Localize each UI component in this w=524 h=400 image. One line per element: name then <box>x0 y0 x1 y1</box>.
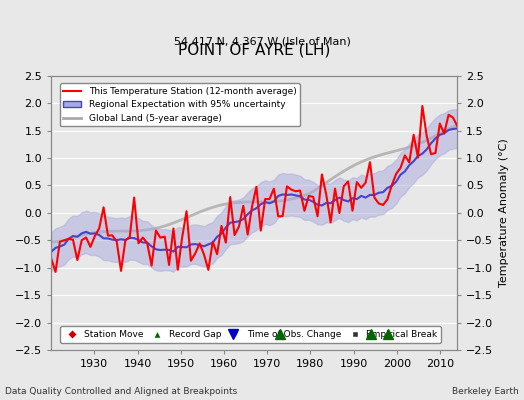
Text: Data Quality Controlled and Aligned at Breakpoints: Data Quality Controlled and Aligned at B… <box>5 387 237 396</box>
Y-axis label: Temperature Anomaly (°C): Temperature Anomaly (°C) <box>499 138 509 287</box>
Text: 54.417 N, 4.367 W (Isle of Man): 54.417 N, 4.367 W (Isle of Man) <box>173 36 351 46</box>
Text: Berkeley Earth: Berkeley Earth <box>452 387 519 396</box>
Title: POINT OF AYRE (LH): POINT OF AYRE (LH) <box>178 43 331 58</box>
Legend: Station Move, Record Gap, Time of Obs. Change, Empirical Break: Station Move, Record Gap, Time of Obs. C… <box>60 326 441 343</box>
